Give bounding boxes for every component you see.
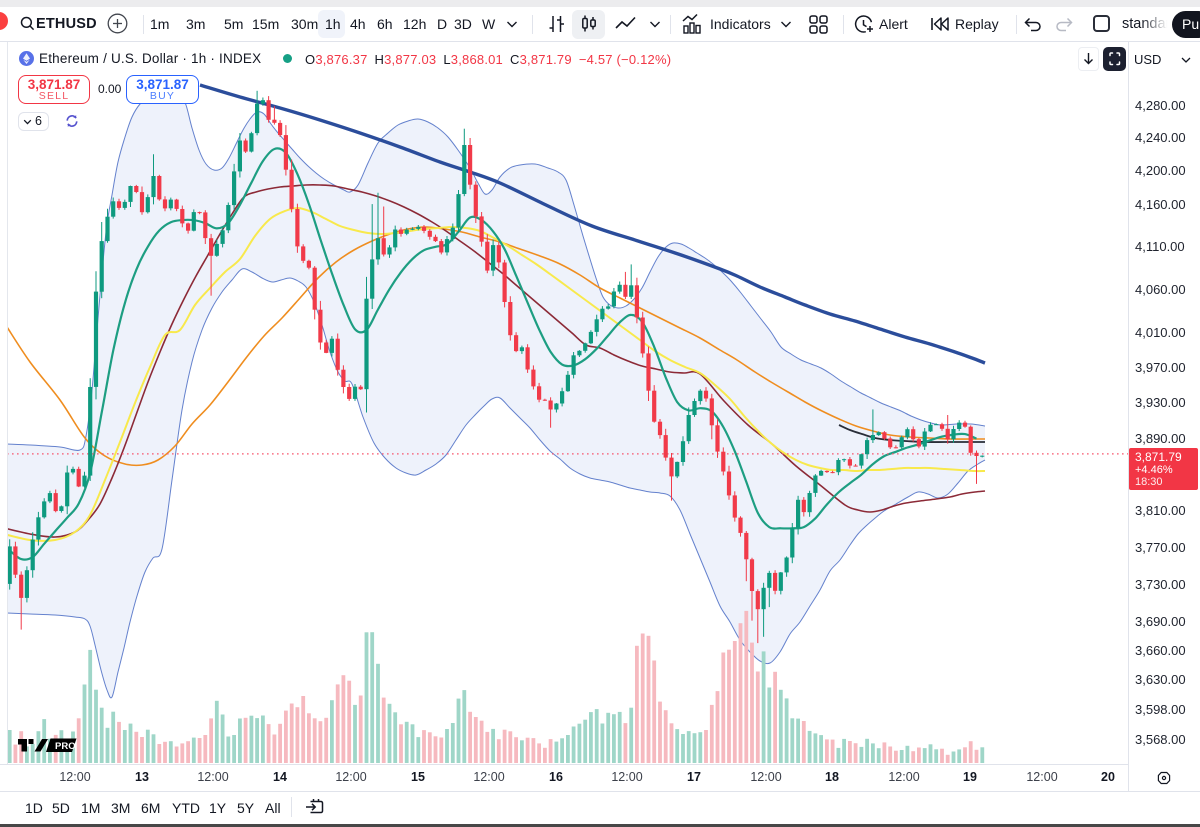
svg-text:PRO: PRO xyxy=(55,741,76,752)
